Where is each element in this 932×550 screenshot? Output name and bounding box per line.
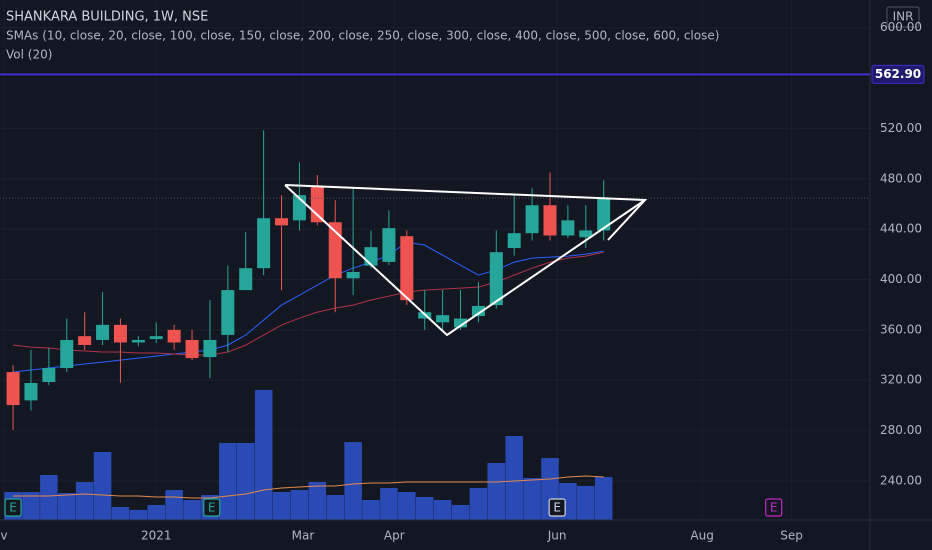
volume-bar xyxy=(433,500,452,520)
y-tick-label: 400.00 xyxy=(880,272,922,286)
volume-bar xyxy=(165,490,183,520)
candle-body xyxy=(24,383,38,401)
event-marker xyxy=(548,498,566,517)
candle-body xyxy=(328,222,342,279)
volume-bar xyxy=(523,478,541,520)
candle-body xyxy=(436,315,450,323)
event-marker xyxy=(203,498,221,517)
volume-label: Vol (20) xyxy=(6,48,52,62)
candle-body xyxy=(543,205,557,236)
volume-bar xyxy=(22,492,40,520)
candle-body xyxy=(239,268,253,291)
x-tick-label: Jun xyxy=(547,529,567,543)
candle-body xyxy=(185,339,199,359)
volume-bar xyxy=(577,486,595,520)
candle-body xyxy=(489,252,503,306)
y-tick-label: 600.00 xyxy=(880,20,922,34)
volume-bar xyxy=(505,436,523,520)
candle-body xyxy=(454,318,468,328)
volume-bar xyxy=(236,443,255,520)
candle-body xyxy=(275,218,289,226)
candle-body xyxy=(346,271,360,279)
volume-bar xyxy=(75,482,94,520)
volume-bar xyxy=(219,443,237,520)
y-tick-label: 280.00 xyxy=(880,423,922,437)
candle-body xyxy=(113,324,127,343)
event-label: E xyxy=(553,501,561,515)
chart-title: SHANKARA BUILDING, 1W, NSE xyxy=(6,10,208,25)
volume-bar xyxy=(93,452,112,520)
y-tick-label: 320.00 xyxy=(880,373,922,387)
volume-bar xyxy=(147,505,166,520)
candle-body xyxy=(6,372,20,406)
candle-body xyxy=(257,218,271,269)
sma-line xyxy=(13,251,604,356)
volume-bar xyxy=(326,495,344,520)
volume-bar xyxy=(487,463,506,520)
volume-bar xyxy=(380,488,398,520)
currency: INR xyxy=(893,10,914,24)
sma-line xyxy=(13,241,604,373)
volume-sma-line xyxy=(13,475,604,499)
x-tick-label: Aug xyxy=(690,529,713,543)
x-tick-label: Mar xyxy=(292,529,315,543)
currency-box[interactable] xyxy=(886,6,920,28)
candle-body xyxy=(400,236,414,301)
y-tick-label: 520.00 xyxy=(880,121,922,135)
candle-body xyxy=(561,220,575,236)
candle-body xyxy=(310,186,324,223)
candle-body xyxy=(78,336,92,345)
volume-bar xyxy=(469,488,488,520)
y-tick-label: 360.00 xyxy=(880,322,922,336)
volume-bar xyxy=(129,510,148,520)
event-label: E xyxy=(9,501,17,515)
volume-bar xyxy=(40,475,58,520)
candle-body xyxy=(149,336,163,340)
candle-body xyxy=(471,305,485,317)
x-tick-label: v xyxy=(1,529,8,543)
event-label: E xyxy=(208,501,216,515)
level-label: 562.90 xyxy=(875,67,921,81)
volume-bar xyxy=(415,497,434,520)
volume-bar xyxy=(57,493,76,520)
candle-body xyxy=(131,339,145,343)
volume-bar xyxy=(308,482,327,520)
candle-body xyxy=(60,339,74,369)
y-tick-label: 440.00 xyxy=(880,222,922,236)
event-marker xyxy=(4,498,22,517)
x-tick-label: Apr xyxy=(384,529,405,543)
candle-body xyxy=(203,339,217,358)
volume-bar xyxy=(398,492,416,520)
volume-bar xyxy=(451,505,470,520)
candle-body xyxy=(364,247,378,266)
volume-bar xyxy=(594,477,613,520)
y-tick-label: 240.00 xyxy=(880,473,922,487)
candle-body xyxy=(42,368,56,383)
candle-body xyxy=(221,290,235,335)
x-tick-label: 2021 xyxy=(141,529,172,543)
volume-bar xyxy=(183,500,201,520)
pattern-line xyxy=(284,184,646,337)
y-tick-label: 480.00 xyxy=(880,171,922,185)
volume-bar xyxy=(344,442,362,520)
indicator-label: SMAs (10, close, 20, close, 100, close, … xyxy=(6,29,719,43)
volume-bar xyxy=(254,390,273,520)
candle-body xyxy=(167,329,181,343)
candle-body xyxy=(525,205,539,234)
x-tick-label: Sep xyxy=(780,529,803,543)
candle-body xyxy=(507,233,521,249)
volume-bar xyxy=(362,500,380,520)
candle-body xyxy=(597,198,611,231)
candle-body xyxy=(96,324,110,340)
event-label: E xyxy=(770,501,778,515)
volume-bar xyxy=(290,490,309,520)
level-label-box xyxy=(871,64,925,84)
volume-bar xyxy=(111,507,130,520)
candle-body xyxy=(382,228,396,262)
candle-body xyxy=(579,230,593,238)
volume-bar xyxy=(272,492,291,520)
event-marker xyxy=(765,498,783,517)
